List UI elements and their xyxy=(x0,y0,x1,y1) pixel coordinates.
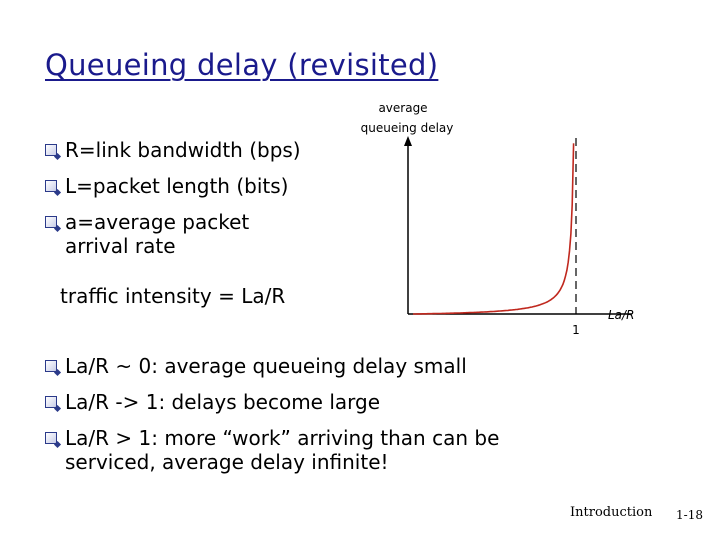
y-axis-arrow-icon xyxy=(404,136,412,146)
y-axis-label-line1: average xyxy=(378,101,427,115)
bullet-box-icon xyxy=(45,144,57,156)
bullet-text-continuation: arrival rate xyxy=(65,234,176,258)
bullet-text: a=average packet xyxy=(65,210,250,234)
x-tick-label: 1 xyxy=(572,323,580,337)
bullet-box-icon xyxy=(45,396,57,408)
queueing-delay-chart: average queueing delay 1 La/R xyxy=(361,101,635,337)
bullet-packet-length: L=packet length (bits) xyxy=(45,174,288,198)
y-axis-label-line2: queueing delay xyxy=(361,121,454,135)
delay-curve xyxy=(413,143,575,315)
bullet-box-icon xyxy=(45,360,57,372)
footer-page-number: 1-18 xyxy=(676,508,703,522)
bullet-intensity-large: La/R -> 1: delays become large xyxy=(45,390,380,414)
bullet-arrival-rate: a=average packet arrival rate xyxy=(45,210,249,258)
bullet-text: L=packet length (bits) xyxy=(65,174,289,198)
bullet-box-icon xyxy=(45,180,57,192)
bullet-text: La/R -> 1: delays become large xyxy=(65,390,381,414)
bullet-box-icon xyxy=(45,216,57,228)
traffic-intensity-label: traffic intensity = La/R xyxy=(60,284,286,308)
bullet-text: R=link bandwidth (bps) xyxy=(65,138,301,162)
bullet-text-continuation: serviced, average delay infinite! xyxy=(65,450,389,474)
slide-title: Queueing delay (revisited) xyxy=(45,48,439,82)
bullet-text: La/R > 1: more “work” arriving than can … xyxy=(65,426,500,450)
bullet-intensity-small: La/R ~ 0: average queueing delay small xyxy=(45,354,467,378)
bullet-text: La/R ~ 0: average queueing delay small xyxy=(65,354,467,378)
footer-section: Introduction xyxy=(570,505,653,520)
x-axis-label: La/R xyxy=(608,308,634,322)
bullet-bandwidth: R=link bandwidth (bps) xyxy=(45,138,301,162)
bullet-intensity-overload: La/R > 1: more “work” arriving than can … xyxy=(45,426,499,474)
bullet-box-icon xyxy=(45,432,57,444)
